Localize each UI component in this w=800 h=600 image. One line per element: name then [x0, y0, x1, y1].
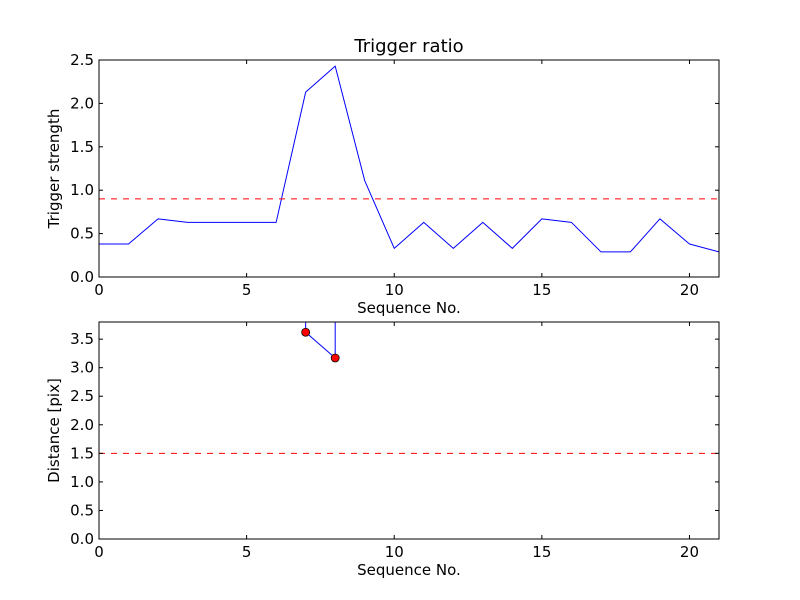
- axes-frame: [98, 321, 720, 540]
- series-line-1: [99, 65, 719, 253]
- y-tick-label: 0.5: [70, 225, 94, 243]
- data-point-marker: [301, 327, 311, 337]
- y-tick-label: 2.0: [70, 416, 94, 434]
- y-tick-label: 3.5: [70, 330, 94, 348]
- y-tick-label: 1.0: [70, 473, 94, 491]
- y-tick-label: 2.5: [70, 387, 94, 405]
- y-tick-label: 2.0: [70, 94, 94, 112]
- x-tick-label: 10: [385, 281, 404, 299]
- y-tick-label: 0.0: [70, 268, 94, 286]
- plot-area: [99, 60, 719, 277]
- chart-title: Trigger ratio: [353, 36, 463, 57]
- y-tick-label: 0.0: [70, 530, 94, 548]
- x-tick-label: 0: [94, 543, 104, 561]
- y-tick-label: 3.0: [70, 359, 94, 377]
- y-axis-label: Trigger strength: [45, 109, 63, 230]
- plot-layer: [99, 65, 719, 253]
- x-tick-label: 20: [680, 543, 699, 561]
- charts-root: 0 5 10 15 20 0.0 0.5 1.0 1.5 2.0 2.5 Sequence No. Tr…: [45, 36, 720, 579]
- y-tick-label: 1.0: [70, 181, 94, 199]
- x-tick-label: 15: [532, 281, 551, 299]
- y-axis-label: Distance [pix]: [45, 378, 63, 483]
- x-tick-label: 15: [532, 543, 551, 561]
- axes-frame: [98, 59, 720, 278]
- plot-layer: [99, 322, 719, 454]
- x-axis-label: Sequence No.: [357, 561, 461, 579]
- x-tick-label: 20: [680, 281, 699, 299]
- x-tick-label: 5: [242, 543, 252, 561]
- x-tick-label: 10: [385, 543, 404, 561]
- y-tick-label: 0.5: [70, 501, 94, 519]
- x-axis-label: Sequence No.: [357, 299, 461, 317]
- y-tick-label: 1.5: [70, 444, 94, 462]
- series-line-1: [305, 322, 336, 359]
- x-tick-label: 5: [242, 281, 252, 299]
- plot-area: [99, 322, 719, 539]
- x-tick-label: 0: [94, 281, 104, 299]
- chart-2: 0 5 10 15 20 0.0 0.5 1.0 1.5 2.0 2.5 3.0 3.5 Sequence…: [45, 321, 720, 579]
- y-tick-label: 1.5: [70, 138, 94, 156]
- data-point-marker: [330, 353, 340, 363]
- y-tick-label: 2.5: [70, 51, 94, 69]
- chart-1: 0 5 10 15 20 0.0 0.5 1.0 1.5 2.0 2.5 Sequence No. Tr…: [45, 36, 720, 317]
